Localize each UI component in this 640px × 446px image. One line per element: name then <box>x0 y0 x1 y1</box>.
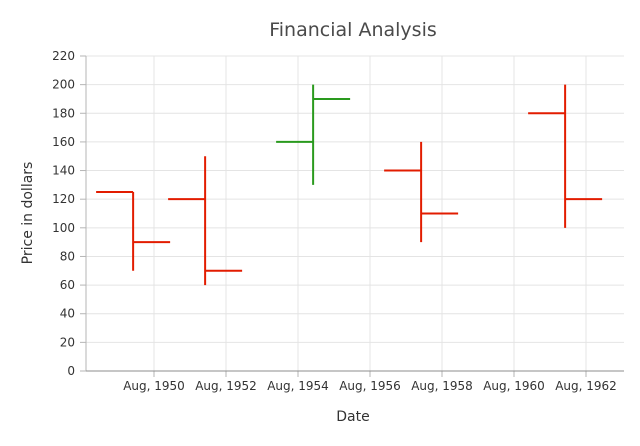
hilo-series <box>96 84 603 286</box>
x-axis-label: Date <box>336 409 369 425</box>
x-tick-labels: Aug, 1950 Aug, 1952 Aug, 1954 Aug, 1956 Aug,… <box>123 379 617 393</box>
y-axis-label: Price in dollars <box>20 162 36 265</box>
gridlines <box>86 55 624 371</box>
y-tick-label: 80 <box>60 249 75 263</box>
x-tick-label: Aug, 1956 <box>339 379 401 393</box>
y-tick-label: 60 <box>60 278 75 292</box>
x-tick-label: Aug, 1954 <box>267 379 329 393</box>
y-tick-label: 120 <box>52 192 75 206</box>
x-tick-label: Aug, 1962 <box>555 379 617 393</box>
x-tick-label: Aug, 1950 <box>123 379 185 393</box>
y-tick-label: 180 <box>52 106 75 120</box>
y-tick-label: 200 <box>52 78 75 92</box>
y-tick-label: 0 <box>67 364 75 378</box>
ohlc-mark <box>528 84 603 228</box>
y-tick-label: 20 <box>60 335 75 349</box>
ohlc-mark <box>276 84 351 185</box>
ohlc-mark <box>168 156 243 286</box>
x-tick-label: Aug, 1952 <box>195 379 257 393</box>
y-tick-label: 160 <box>52 135 75 149</box>
ohlc-mark <box>384 141 459 243</box>
axes <box>80 55 624 377</box>
y-tick-label: 140 <box>52 164 75 178</box>
y-tick-label: 220 <box>52 49 75 63</box>
y-tick-label: 100 <box>52 221 75 235</box>
x-tick-label: Aug, 1958 <box>411 379 473 393</box>
x-tick-label: Aug, 1960 <box>483 379 545 393</box>
ohlc-mark <box>96 191 171 271</box>
y-tick-labels: 0 20 40 60 80 100 120 140 160 180 200 220 <box>52 49 75 378</box>
y-tick-label: 40 <box>60 307 75 321</box>
chart-title: Financial Analysis <box>269 19 437 41</box>
